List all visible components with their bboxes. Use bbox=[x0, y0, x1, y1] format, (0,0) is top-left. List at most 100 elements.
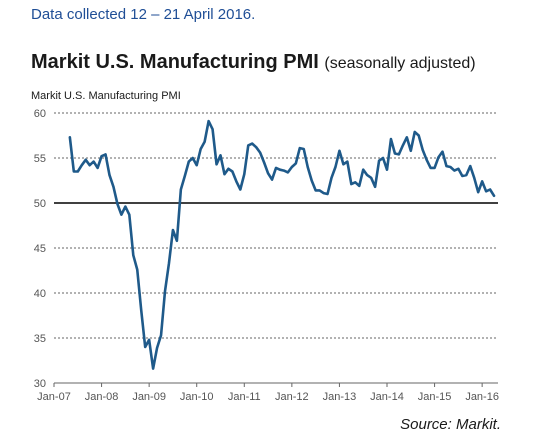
data-point bbox=[140, 309, 143, 311]
data-point bbox=[235, 180, 238, 183]
data-point bbox=[104, 153, 107, 156]
data-point bbox=[334, 166, 337, 168]
x-tick-label: Jan-14 bbox=[370, 391, 404, 403]
data-point bbox=[417, 134, 420, 137]
data-point bbox=[295, 162, 297, 165]
data-point bbox=[386, 168, 388, 171]
data-point bbox=[298, 147, 301, 149]
data-point bbox=[493, 195, 495, 197]
data-point bbox=[370, 177, 372, 179]
data-point bbox=[362, 168, 365, 171]
data-point bbox=[156, 347, 158, 349]
data-point bbox=[314, 189, 317, 192]
data-collection-note: Data collected 12 – 21 April 2016. bbox=[31, 6, 256, 23]
chart-title-subtitle: (seasonally adjusted) bbox=[324, 55, 476, 72]
data-point bbox=[219, 154, 222, 157]
data-point bbox=[425, 159, 428, 161]
chart-title-main: Markit U.S. Manufacturing PMI bbox=[31, 51, 319, 73]
grid-layer bbox=[54, 112, 498, 339]
data-point bbox=[100, 155, 103, 157]
data-point bbox=[283, 169, 285, 172]
data-point bbox=[453, 169, 456, 172]
data-point bbox=[172, 229, 174, 231]
x-axis: Jan-07 Jan-08 Jan-09 Jan-10 Jan-11 Jan-12 Jan-… bbox=[37, 382, 499, 403]
data-point bbox=[88, 164, 91, 166]
data-point bbox=[191, 157, 194, 159]
data-point bbox=[302, 148, 305, 150]
data-point bbox=[176, 240, 178, 242]
x-tick-label: Jan-16 bbox=[465, 391, 499, 403]
data-point bbox=[263, 161, 265, 164]
data-point bbox=[92, 160, 95, 163]
data-point bbox=[326, 193, 329, 195]
data-point bbox=[382, 157, 384, 159]
data-point bbox=[199, 148, 202, 150]
data-point bbox=[144, 346, 146, 348]
data-point bbox=[80, 164, 83, 166]
data-point bbox=[366, 174, 368, 176]
y-tick-label: 50 bbox=[34, 198, 46, 210]
data-point bbox=[120, 213, 123, 216]
x-tick-label: Jan-07 bbox=[37, 391, 71, 403]
data-point bbox=[441, 150, 444, 153]
data-point bbox=[358, 185, 361, 187]
data-point bbox=[330, 177, 333, 179]
data-point bbox=[251, 142, 254, 145]
y-tick-label: 60 bbox=[34, 108, 46, 120]
x-tick-label: Jan-08 bbox=[85, 391, 119, 403]
data-point bbox=[164, 290, 166, 293]
x-tick-label: Jan-10 bbox=[180, 391, 214, 403]
data-point bbox=[402, 144, 404, 147]
data-point bbox=[342, 163, 345, 166]
data-point bbox=[465, 174, 468, 176]
data-point bbox=[429, 167, 432, 169]
data-point bbox=[128, 213, 131, 216]
data-point bbox=[267, 172, 269, 175]
data-point bbox=[457, 168, 460, 170]
x-tick-label: Jan-12 bbox=[275, 391, 309, 403]
data-point bbox=[279, 168, 281, 171]
data-point bbox=[227, 168, 230, 170]
data-point bbox=[187, 160, 190, 163]
data-point bbox=[354, 181, 357, 184]
chart-title: Markit U.S. Manufacturing PMI (seasonall… bbox=[31, 51, 476, 74]
data-point bbox=[473, 177, 476, 179]
data-point bbox=[69, 136, 71, 139]
x-tick-label: Jan-13 bbox=[323, 391, 357, 403]
y-tick-label: 45 bbox=[34, 243, 46, 255]
data-point bbox=[291, 166, 293, 168]
data-point bbox=[255, 146, 257, 148]
data-point bbox=[489, 188, 491, 191]
data-point bbox=[287, 171, 289, 174]
data-point bbox=[152, 367, 154, 370]
data-point bbox=[394, 152, 396, 155]
x-tick-label: Jan-11 bbox=[228, 391, 261, 403]
data-point bbox=[433, 167, 436, 169]
data-point bbox=[112, 186, 115, 188]
data-point bbox=[318, 189, 321, 192]
data-point bbox=[247, 144, 250, 147]
y-tick-label: 30 bbox=[34, 378, 46, 390]
y-tick-label: 35 bbox=[34, 333, 46, 345]
y-tick-label: 55 bbox=[34, 153, 46, 165]
data-point bbox=[485, 190, 487, 193]
data-point bbox=[73, 170, 75, 173]
data-point bbox=[211, 128, 214, 130]
data-point bbox=[346, 160, 349, 163]
data-point bbox=[180, 188, 182, 191]
x-tick-label: Jan-15 bbox=[418, 391, 452, 403]
data-point bbox=[378, 159, 380, 162]
source-note: Source: Markit. bbox=[400, 416, 501, 433]
data-point bbox=[243, 173, 246, 175]
data-point bbox=[184, 175, 186, 177]
data-point bbox=[215, 163, 218, 166]
data-point bbox=[223, 173, 226, 175]
data-point bbox=[477, 191, 479, 193]
data-point bbox=[108, 174, 111, 176]
data-point bbox=[437, 156, 440, 158]
data-point bbox=[116, 203, 119, 205]
data-point bbox=[136, 268, 139, 271]
y-axis-label: Markit U.S. Manufacturing PMI bbox=[31, 90, 181, 102]
y-tick-label: 40 bbox=[34, 288, 46, 300]
